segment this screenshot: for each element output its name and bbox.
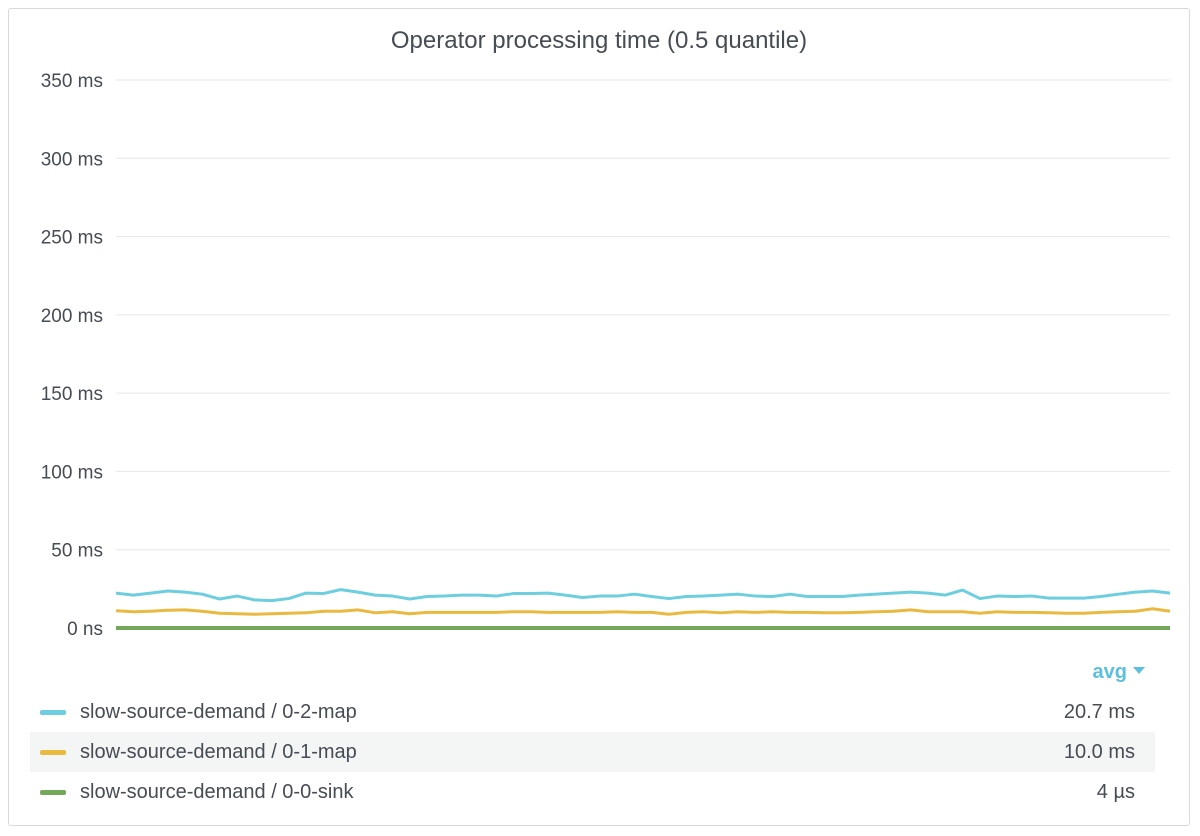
legend-series-avg: 10.0 ms xyxy=(1063,741,1135,763)
y-tick-label: 350 ms xyxy=(41,71,103,92)
legend-swatch-icon[interactable] xyxy=(40,750,66,755)
graph-panel: Operator processing time (0.5 quantile) xyxy=(8,8,1190,826)
grid-lines xyxy=(116,79,1170,551)
legend-swatch-icon[interactable] xyxy=(40,790,66,795)
y-tick-label: 0 ns xyxy=(67,619,103,640)
panel-title[interactable]: Operator processing time (0.5 quantile) xyxy=(390,27,808,54)
line-chart: 350 ms 300 ms 250 ms 200 ms 150 ms 100 ms 50 m… xyxy=(41,71,1171,640)
legend: slow-source-demand / 0-2-map 20.7 ms slo… xyxy=(30,692,1155,812)
series-line-0-2-map[interactable] xyxy=(115,588,1171,603)
legend-series-name[interactable]: slow-source-demand / 0-0-sink xyxy=(80,781,354,803)
y-tick-label: 100 ms xyxy=(41,462,103,483)
legend-swatch-icon[interactable] xyxy=(40,710,66,715)
y-tick-label: 150 ms xyxy=(41,384,103,405)
legend-series-name[interactable]: slow-source-demand / 0-1-map xyxy=(80,741,357,763)
series-line-0-1-map[interactable] xyxy=(115,607,1171,616)
y-tick-label: 50 ms xyxy=(51,541,103,562)
y-tick-label: 200 ms xyxy=(41,306,103,327)
legend-item-0-0-sink[interactable]: slow-source-demand / 0-0-sink 4 µs xyxy=(30,772,1155,812)
series-lines xyxy=(115,588,1171,630)
y-tick-label: 300 ms xyxy=(41,149,103,170)
legend-avg-label: avg xyxy=(1092,661,1127,683)
legend-avg-column-header[interactable]: avg xyxy=(1093,661,1145,684)
legend-series-avg: 20.7 ms xyxy=(1063,701,1135,723)
y-tick-label: 250 ms xyxy=(41,228,103,249)
legend-item-0-1-map[interactable]: slow-source-demand / 0-1-map 10.0 ms xyxy=(30,732,1155,772)
y-axis-tick-labels: 350 ms 300 ms 250 ms 200 ms 150 ms 100 ms 50 m… xyxy=(41,71,103,640)
legend-item-0-2-map[interactable]: slow-source-demand / 0-2-map 20.7 ms xyxy=(30,692,1155,732)
sort-caret-down-icon xyxy=(1133,667,1145,675)
legend-series-name[interactable]: slow-source-demand / 0-2-map xyxy=(80,701,357,723)
legend-series-avg: 4 µs xyxy=(1096,781,1135,803)
